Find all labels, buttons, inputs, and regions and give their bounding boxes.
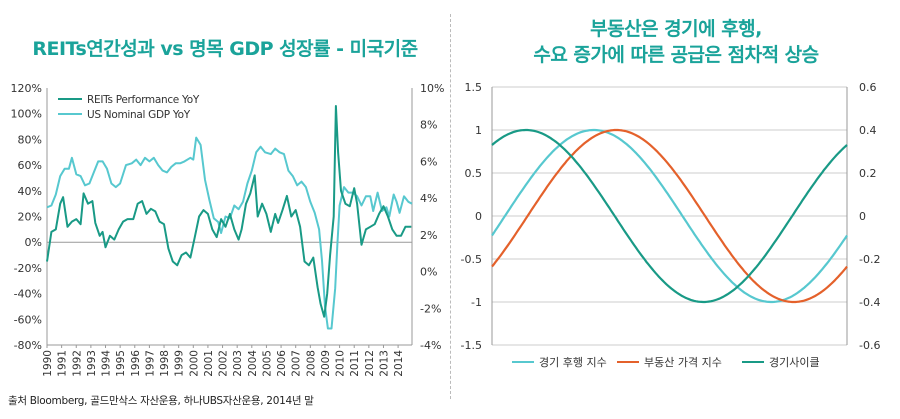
y-left-tick-label: -60% — [14, 313, 42, 326]
y-right-tick-label: 8% — [420, 119, 437, 132]
y-left-tick-label: 40% — [18, 185, 42, 198]
y-left-tick-label: -0.5 — [461, 253, 482, 266]
y-left-tick-label: -1.5 — [461, 339, 482, 352]
x-tick-label: 2004 — [247, 350, 259, 377]
x-tick-label: 2003 — [232, 350, 244, 377]
x-tick-label: 2009 — [320, 350, 332, 377]
y-right-tick-label: -2% — [420, 302, 441, 315]
y-left-tick-label: -1 — [471, 296, 482, 309]
x-tick-label: 1993 — [86, 350, 98, 377]
y-right-tick-label: 0% — [420, 266, 437, 279]
y-left-tick-label: 1 — [475, 124, 482, 137]
series-line-price-index — [491, 128, 848, 304]
legend-label: 경기사이클 — [769, 356, 820, 369]
y-right-tick-label: 0.4 — [859, 124, 877, 137]
y-left-tick-label: 0 — [475, 210, 482, 223]
y-right-tick-label: 6% — [420, 155, 437, 168]
x-tick-label: 1997 — [144, 350, 156, 377]
right-chart: 1.5 1 0.5 0 -0.5 -1 -1.5 0.6 0.4 0.2 0 -0.2 -0.4 -0.6… — [461, 81, 881, 369]
x-tick-label: 1999 — [174, 350, 186, 377]
y-left-tick-label: 80% — [18, 133, 42, 146]
x-tick-label: 2005 — [261, 350, 273, 377]
source-note: 출처 Bloomberg, 골드만삭스 자산운용, 하나UBS자산운용, 201… — [8, 395, 314, 407]
x-tick-label: 1994 — [101, 350, 113, 377]
legend-label: 경기 후행 지수 — [539, 356, 607, 369]
x-tick-label: 2011 — [349, 350, 361, 377]
y-right-tick-label: 2% — [420, 229, 437, 242]
y-left-tick-label: 120% — [11, 82, 42, 95]
x-tick-label: 1992 — [71, 350, 83, 377]
left-chart: 120% 100% 80% 60% 40% 20% 0% -20% -40% -60% -80% 10… — [11, 82, 445, 377]
x-tick-label: 2006 — [276, 350, 288, 377]
x-tick-label: 2013 — [378, 350, 390, 377]
y-left-tick-label: 0% — [25, 236, 42, 249]
x-tick-label: 2000 — [188, 350, 200, 377]
y-right-tick-label: -0.4 — [859, 296, 880, 309]
x-tick-label: 2010 — [335, 350, 347, 377]
y-right-tick-label: 4% — [420, 192, 437, 205]
right-chart-title-line2: 수요 증가에 따른 공급은 점차적 상승 — [533, 44, 819, 66]
y-right-tick-label: -4% — [420, 339, 441, 352]
y-right-tick-label: 0.2 — [859, 167, 877, 180]
x-tick-label: 1990 — [42, 350, 54, 377]
series-line-lag-index — [491, 128, 848, 304]
y-left-tick-label: -80% — [14, 339, 42, 352]
y-left-tick-label: 20% — [18, 211, 42, 224]
y-left-tick-label: 0.5 — [465, 167, 483, 180]
y-right-tick-label: -0.6 — [859, 339, 880, 352]
right-chart-title-line1: 부동산은 경기에 후행, — [590, 18, 762, 40]
y-left-tick-label: 60% — [18, 159, 42, 172]
y-right-tick-label: 10% — [420, 82, 444, 95]
y-right-tick-label: -0.2 — [859, 253, 880, 266]
y-left-tick-label: 100% — [11, 108, 42, 121]
left-chart-title: REITs연간성과 vs 명목 GDP 성장률 - 미국기준 — [32, 38, 418, 60]
x-tick-label: 1995 — [115, 350, 127, 377]
x-tick-label: 1998 — [159, 350, 171, 377]
series-line-reits — [46, 105, 412, 318]
y-left-tick-label: -20% — [14, 262, 42, 275]
panel-divider — [450, 14, 451, 399]
y-right-tick-label: 0 — [859, 210, 866, 223]
legend-label: US Nominal GDP YoY — [87, 109, 191, 121]
legend-label: REITs Performance YoY — [87, 94, 200, 106]
x-tick-label: 2001 — [203, 350, 215, 377]
x-tick-label: 2007 — [291, 350, 303, 377]
x-tick-label: 1996 — [130, 350, 142, 377]
x-tick-label: 2002 — [218, 350, 230, 377]
x-tick-label: 1991 — [57, 350, 69, 377]
x-tick-label: 2008 — [305, 350, 317, 377]
x-tick-label: 2014 — [393, 350, 405, 377]
y-right-tick-label: 0.6 — [859, 81, 877, 94]
y-left-tick-label: 1.5 — [465, 81, 483, 94]
y-left-tick-label: -40% — [14, 288, 42, 301]
series-line-business-cycle — [491, 128, 848, 304]
legend-label: 부동산 가격 지수 — [644, 356, 722, 369]
x-tick-label: 2012 — [364, 350, 376, 377]
